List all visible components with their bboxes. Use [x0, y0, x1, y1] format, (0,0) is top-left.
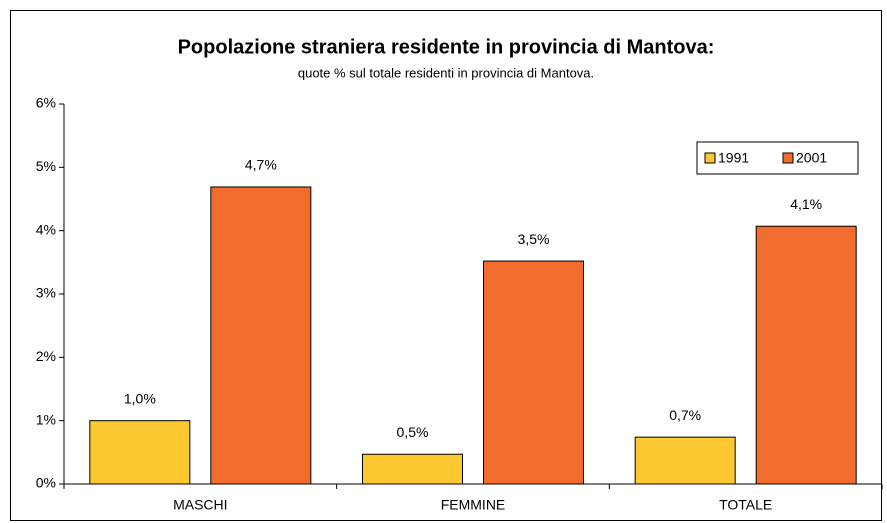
legend-label: 1991 — [718, 150, 749, 166]
legend-box — [696, 141, 859, 175]
x-tick-label: FEMMINE — [441, 497, 506, 513]
bar — [634, 436, 736, 485]
chart-subtitle: quote % sul totale residenti in provinci… — [298, 65, 594, 80]
value-label: 1,0% — [124, 390, 156, 406]
bar — [89, 420, 191, 485]
y-tick-label: 1% — [36, 411, 56, 427]
bar — [362, 453, 463, 485]
x-tick-label: MASCHI — [173, 497, 227, 513]
y-tick-label: 6% — [36, 95, 56, 111]
y-tick-label: 0% — [36, 475, 56, 491]
value-label: 3,5% — [518, 231, 550, 247]
bar — [210, 186, 312, 485]
legend-label: 2001 — [796, 150, 827, 166]
value-label: 4,7% — [245, 157, 277, 173]
x-tick-label: TOTALE — [719, 497, 772, 513]
legend-swatch — [782, 152, 794, 164]
chart-title: Popolazione straniera residente in provi… — [178, 36, 715, 58]
y-tick-label: 4% — [36, 221, 56, 237]
bar — [483, 260, 584, 485]
value-label: 0,7% — [669, 407, 701, 423]
bar — [755, 225, 857, 485]
y-tick-label: 3% — [36, 285, 56, 301]
y-tick-label: 5% — [36, 158, 56, 174]
value-label: 0,5% — [397, 424, 429, 440]
y-tick-label: 2% — [36, 348, 56, 364]
legend-swatch — [704, 152, 716, 164]
value-label: 4,1% — [790, 196, 822, 212]
